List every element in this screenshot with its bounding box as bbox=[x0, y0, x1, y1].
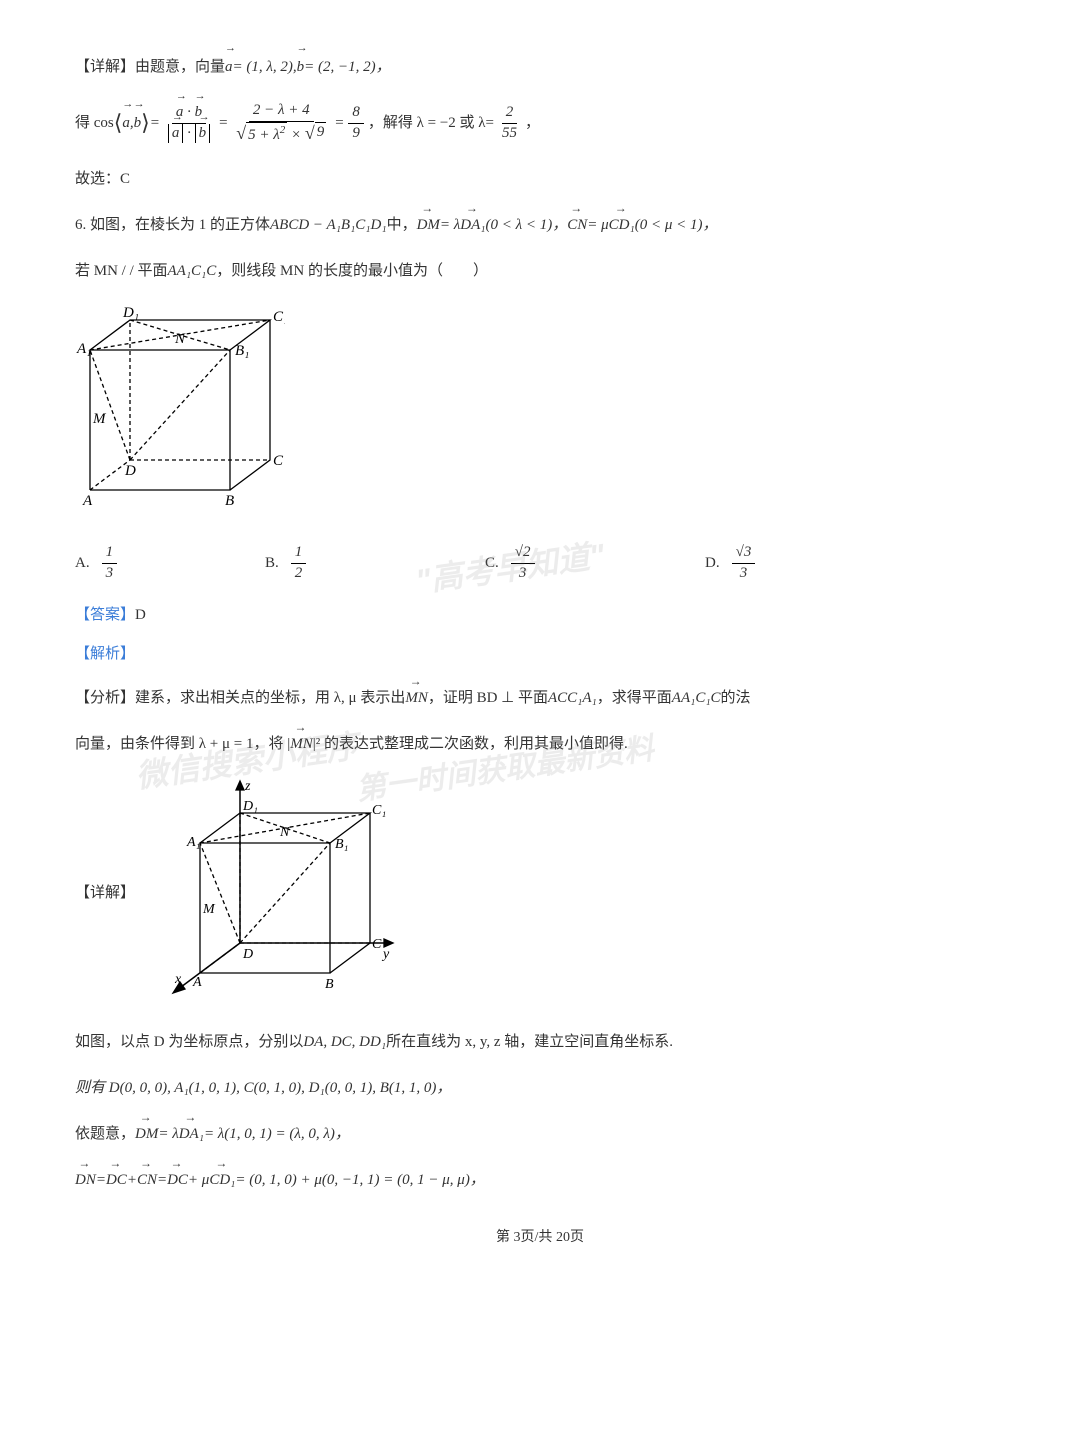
svg-text:C: C bbox=[273, 453, 284, 469]
p4: 依题意， DM = λ DA₁ = λ(1, 0, 1) = (λ, 0, λ)… bbox=[75, 1122, 1005, 1146]
vec-a: a bbox=[225, 55, 233, 79]
angle-right: ⟩ bbox=[141, 105, 150, 140]
answer-label: 【答案】D bbox=[75, 603, 1005, 627]
text: = (1, λ, 2), bbox=[233, 55, 297, 79]
question-6-line2: 若 MN / / 平面 AA₁C₁C ，则线段 MN 的长度的最小值为（ ） bbox=[75, 259, 1005, 283]
vec-b: b bbox=[297, 55, 305, 79]
svg-text:x: x bbox=[174, 972, 182, 987]
svg-text:A₁: A₁ bbox=[186, 835, 200, 850]
p5: DN = DC + CN = DC + μ CD₁ = (0, 1, 0) + … bbox=[75, 1168, 1005, 1192]
svg-text:A: A bbox=[192, 975, 202, 990]
svg-text:y: y bbox=[381, 947, 390, 962]
text: 得 cos bbox=[75, 111, 114, 135]
svg-text:M: M bbox=[202, 902, 216, 917]
p3: 则有 D(0, 0, 0), A₁(1, 0, 1), C(0, 1, 0), … bbox=[75, 1076, 1005, 1100]
svg-text:C₁: C₁ bbox=[273, 309, 285, 325]
detail-diagram: 【详解】 A B C D A₁ B₁ C₁ bbox=[75, 778, 1005, 1008]
options: A. 13 B. 12 C. √23 D. √33 "高考早知道" bbox=[75, 543, 1005, 583]
detail-line-1: 【详解】 由题意，向量 a = (1, λ, 2), b = (2, −1, 2… bbox=[75, 55, 1005, 79]
svg-text:B: B bbox=[325, 977, 334, 992]
svg-text:C: C bbox=[372, 937, 382, 952]
question-6: 6. 如图，在棱长为 1 的正方体 ABCD − A₁B₁C₁D₁ 中， DM … bbox=[75, 213, 1005, 237]
text: ，解得 λ = −2 或 λ= bbox=[368, 111, 494, 135]
analysis-2: 向量，由条件得到 λ + μ = 1，将 | MN |² 的表达式整理成二次函数… bbox=[75, 732, 1005, 756]
svg-text:D₁: D₁ bbox=[122, 305, 139, 321]
cube-diagram-2: A B C D A₁ B₁ C₁ D₁ M N z y x bbox=[165, 778, 395, 1008]
svg-text:D: D bbox=[242, 947, 253, 962]
svg-text:D₁: D₁ bbox=[242, 799, 258, 814]
svg-text:N: N bbox=[174, 331, 186, 347]
analysis-1: 【分析】 建系，求出相关点的坐标，用 λ, μ 表示出 MN ，证明 BD ⊥ … bbox=[75, 686, 1005, 710]
angle-left: ⟨ bbox=[114, 105, 123, 140]
svg-text:B: B bbox=[225, 493, 234, 509]
option-d: D. √33 bbox=[705, 543, 1005, 583]
svg-text:B₁: B₁ bbox=[335, 837, 348, 852]
page-footer: 第 3页/共 20页 bbox=[75, 1227, 1005, 1249]
detail-label: 【详解】 bbox=[75, 55, 135, 79]
svg-text:A: A bbox=[82, 493, 93, 509]
answer-c: 故选：C bbox=[75, 167, 1005, 191]
svg-text:M: M bbox=[92, 411, 107, 427]
detail-label-2: 【详解】 bbox=[75, 881, 135, 905]
svg-text:C₁: C₁ bbox=[372, 803, 386, 818]
option-c: C. √23 bbox=[485, 543, 705, 583]
svg-text:D: D bbox=[124, 463, 136, 479]
svg-text:z: z bbox=[244, 779, 251, 794]
text: 由题意，向量 bbox=[135, 55, 225, 79]
option-a: A. 13 bbox=[75, 543, 265, 583]
svg-text:A₁: A₁ bbox=[76, 341, 91, 357]
frac-3: 8 9 bbox=[348, 103, 364, 143]
cube-diagram-1: A B C D A₁ B₁ C₁ D₁ M N bbox=[75, 305, 1005, 523]
text: ， bbox=[525, 111, 540, 135]
cos-formula: 得 cos ⟨ a, b ⟩ = a · b a · b = 2 − λ + 4… bbox=[75, 101, 1005, 145]
frac-ab: a · b a · b bbox=[164, 103, 214, 143]
parse-label: 【解析】 bbox=[75, 642, 1005, 666]
frac-4: 2 55 bbox=[498, 103, 521, 143]
text: = (2, −1, 2)， bbox=[304, 55, 391, 79]
svg-text:N: N bbox=[279, 825, 290, 840]
frac-2: 2 − λ + 4 √5 + λ2 × √9 bbox=[232, 101, 330, 145]
svg-text:B₁: B₁ bbox=[235, 343, 249, 359]
option-b: B. 12 bbox=[265, 543, 485, 583]
p2: 如图，以点 D 为坐标原点，分别以 DA, DC, DD₁ 所在直线为 x, y… bbox=[75, 1030, 1005, 1054]
